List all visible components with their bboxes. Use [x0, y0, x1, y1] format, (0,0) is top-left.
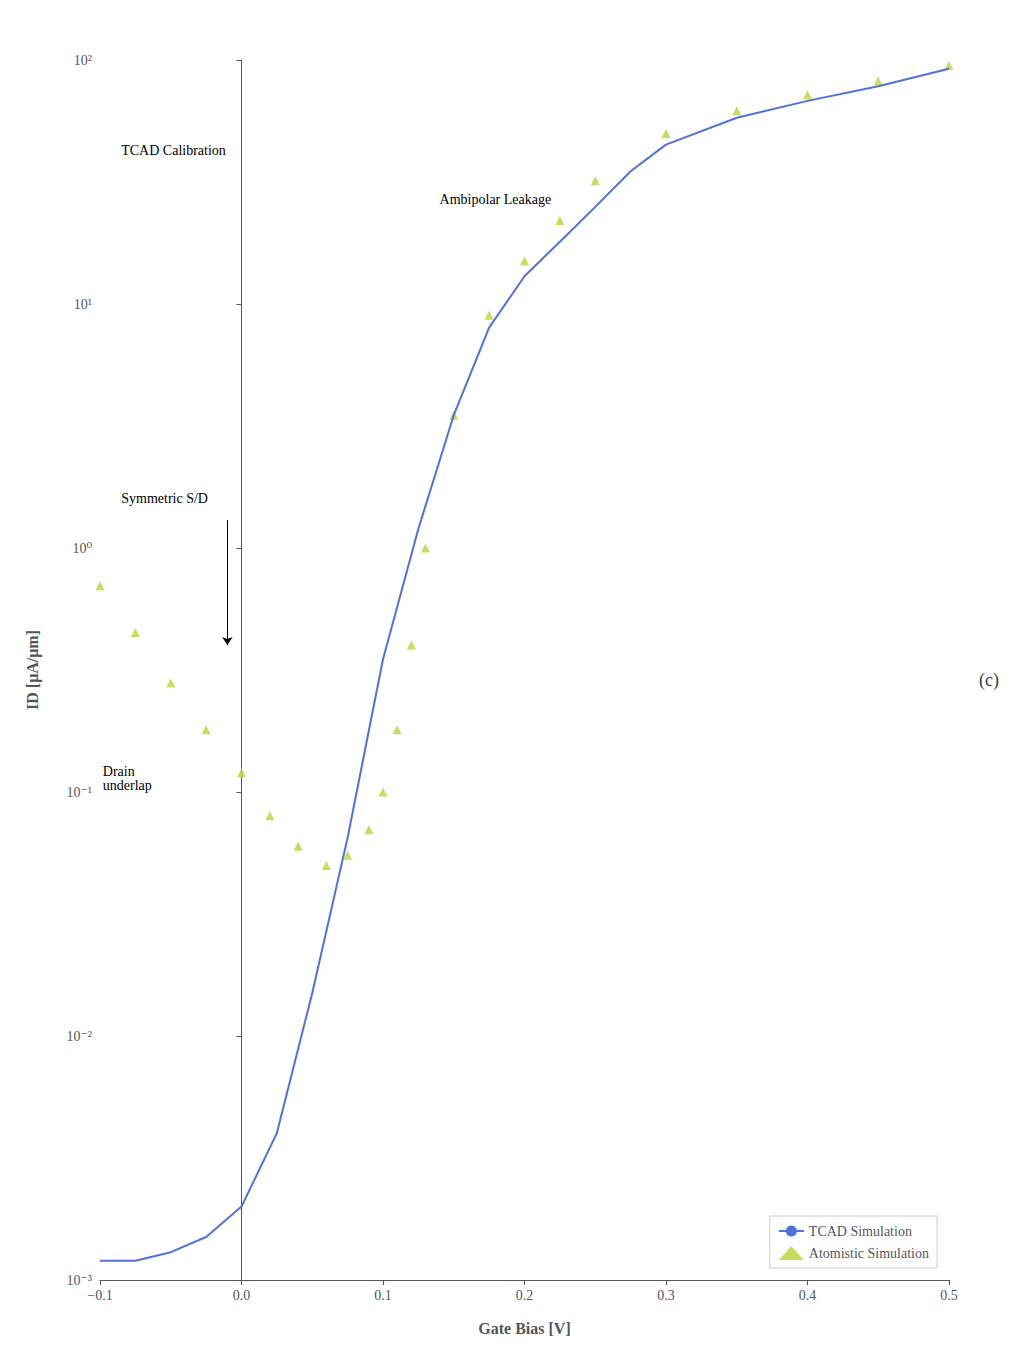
svg-text:ID [μA/μm]: ID [μA/μm]: [24, 630, 42, 710]
svg-text:underlap: underlap: [103, 778, 152, 793]
svg-text:0.3: 0.3: [657, 1288, 675, 1303]
svg-text:0.5: 0.5: [940, 1288, 958, 1303]
svg-text:10⁻³: 10⁻³: [66, 1273, 92, 1288]
svg-text:10⁻¹: 10⁻¹: [66, 785, 92, 800]
svg-text:Ambipolar Leakage: Ambipolar Leakage: [440, 192, 552, 207]
svg-text:0.2: 0.2: [516, 1288, 534, 1303]
svg-text:−0.1: −0.1: [87, 1288, 112, 1303]
svg-text:10⁻²: 10⁻²: [66, 1029, 92, 1044]
svg-text:0.1: 0.1: [374, 1288, 392, 1303]
svg-text:Gate Bias [V]: Gate Bias [V]: [478, 1320, 570, 1337]
svg-text:10⁰: 10⁰: [72, 541, 92, 556]
svg-text:0.0: 0.0: [233, 1288, 251, 1303]
svg-text:10²: 10²: [74, 53, 92, 68]
svg-text:Drain: Drain: [103, 764, 135, 779]
svg-text:Symmetric S/D: Symmetric S/D: [121, 491, 208, 506]
svg-text:TCAD Calibration: TCAD Calibration: [121, 143, 226, 158]
svg-text:Atomistic Simulation: Atomistic Simulation: [809, 1246, 929, 1261]
svg-text:TCAD Simulation: TCAD Simulation: [809, 1224, 912, 1239]
svg-text:(c): (c): [979, 670, 999, 691]
svg-text:10¹: 10¹: [74, 297, 92, 312]
svg-text:0.4: 0.4: [799, 1288, 817, 1303]
